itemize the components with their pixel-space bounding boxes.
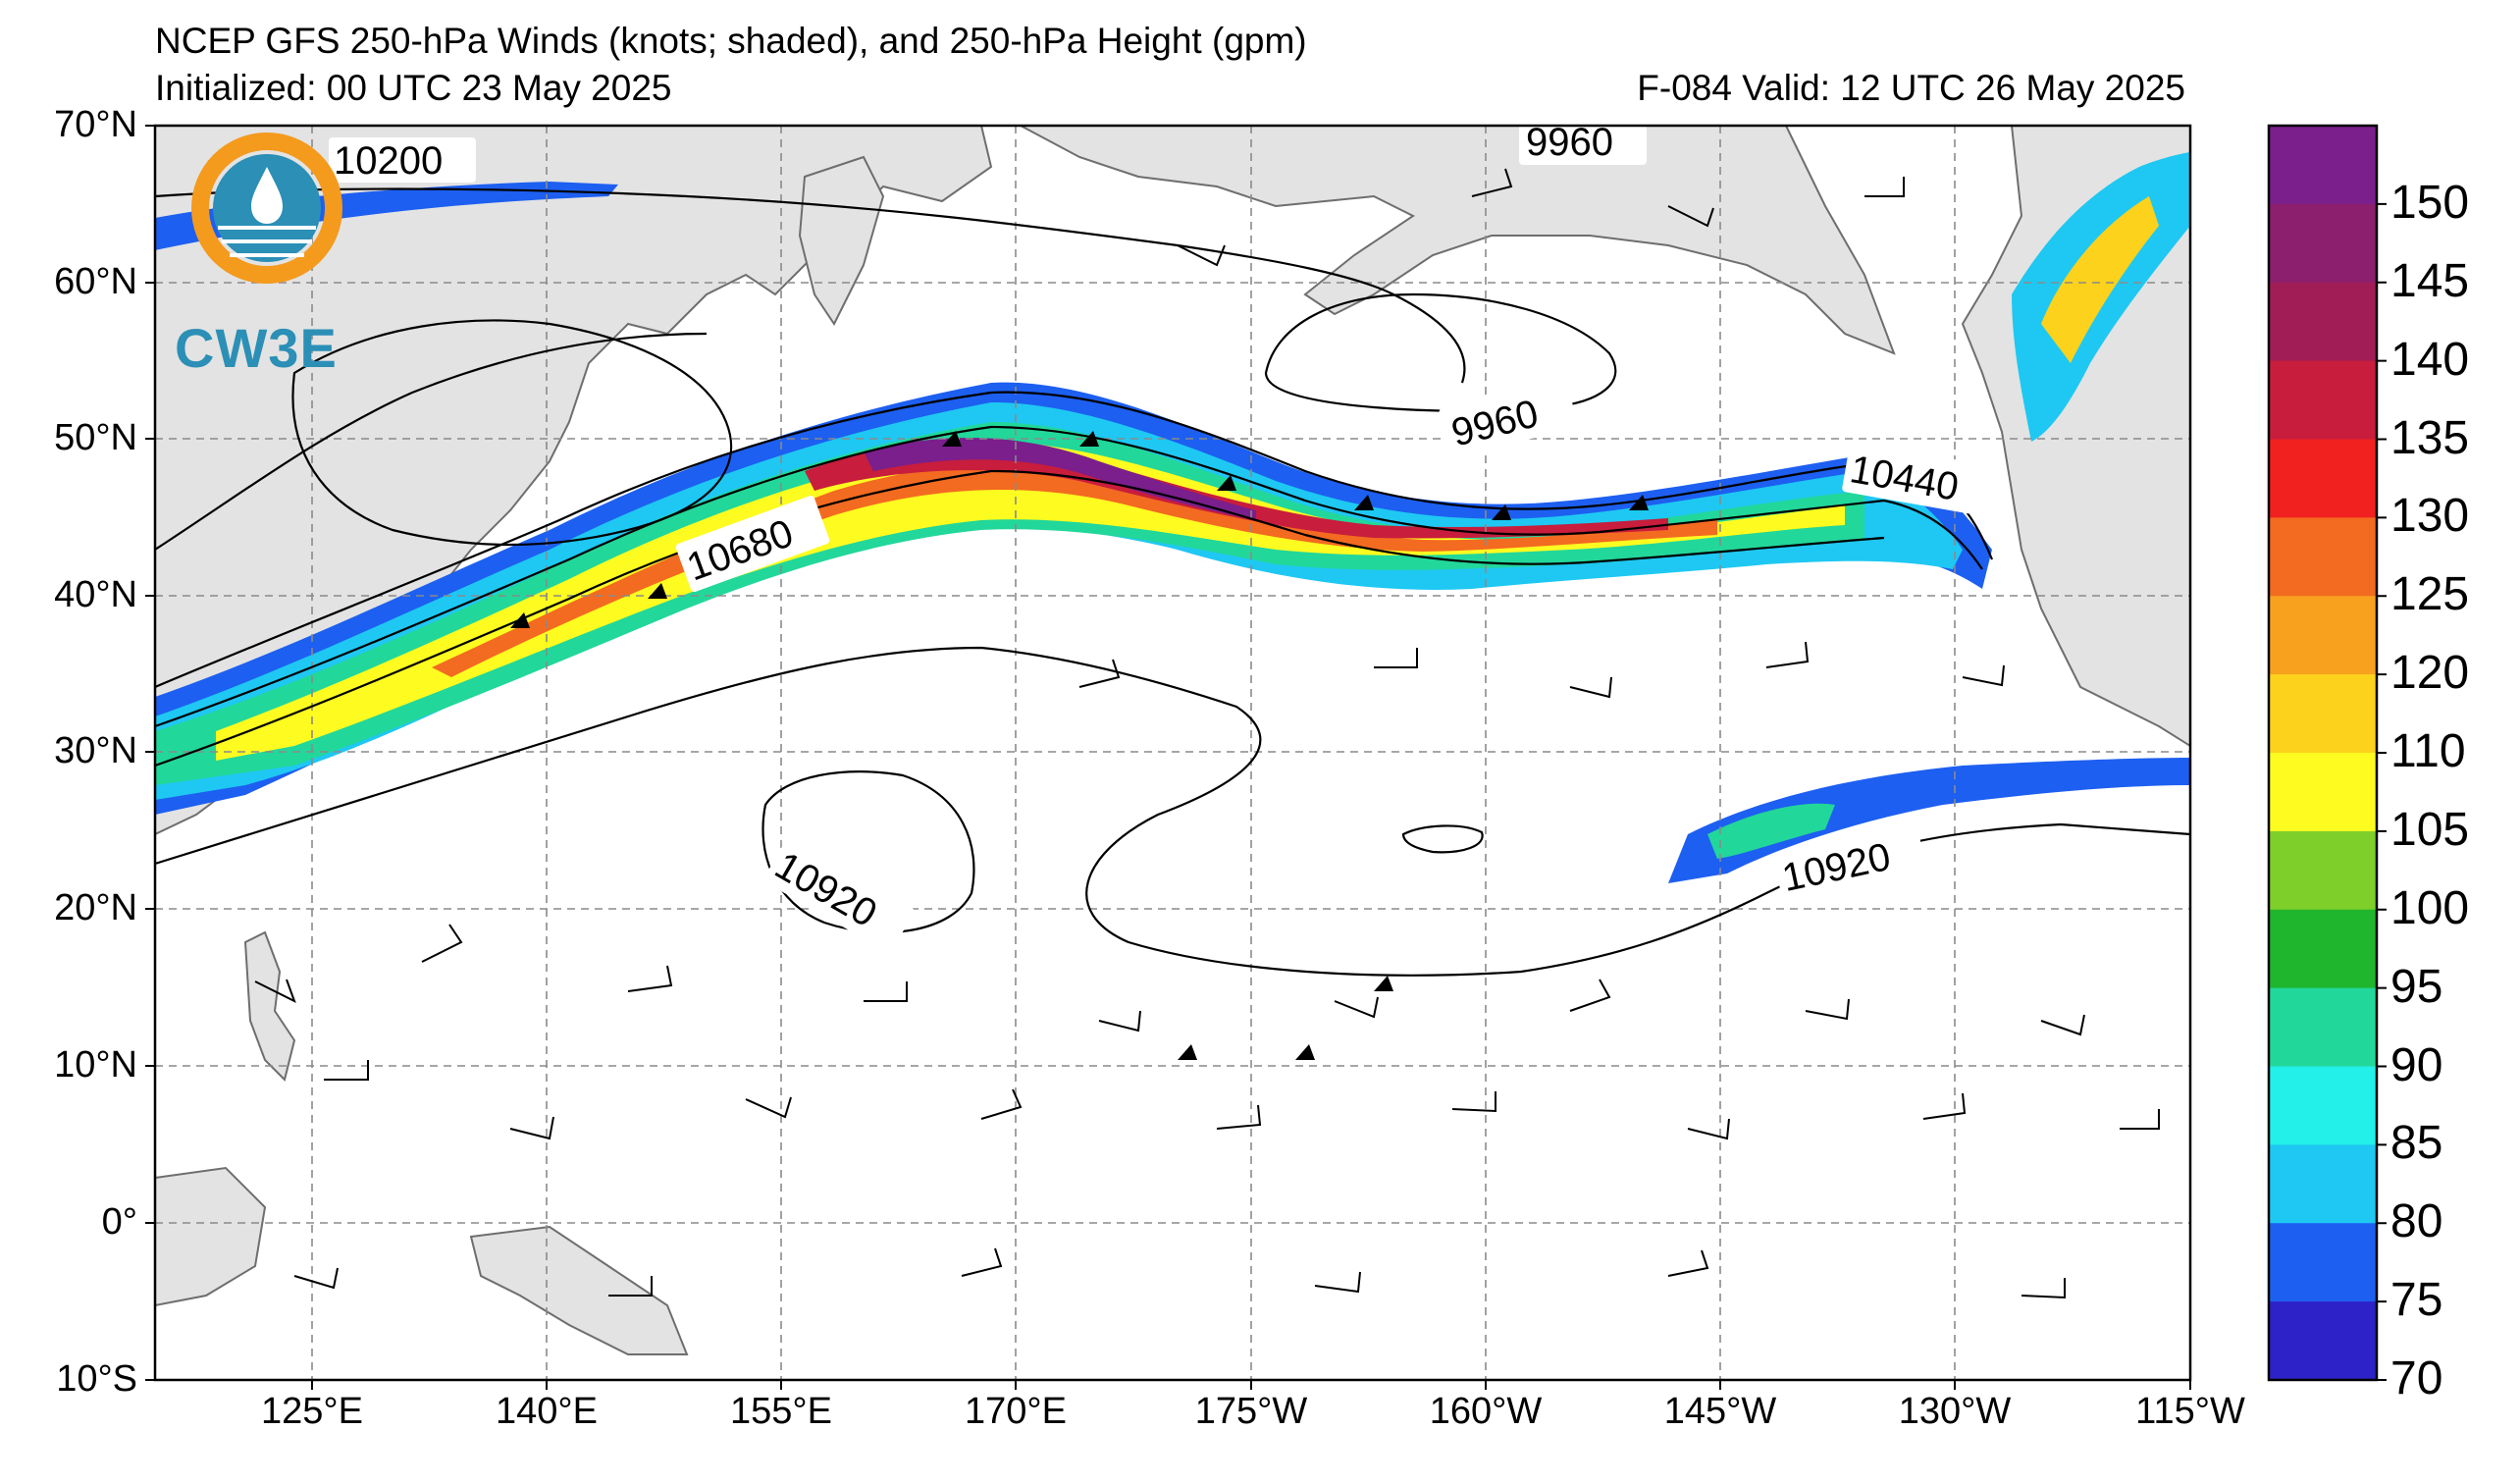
colorbar-swatch xyxy=(2269,909,2377,989)
lat-label-70n: 70°N xyxy=(54,104,137,145)
lat-label-10n: 10°N xyxy=(54,1044,137,1086)
colorbar-swatch xyxy=(2269,203,2377,284)
colorbar-swatch xyxy=(2269,674,2377,754)
borneo-land xyxy=(155,1166,267,1307)
colorbar-swatch xyxy=(2269,830,2377,911)
colorbar-swatch xyxy=(2269,126,2377,205)
colorbar-tick-label: 80 xyxy=(2390,1195,2443,1248)
contour-label-9960-top: 9960 xyxy=(1526,121,1613,164)
cw3e-logo xyxy=(191,132,342,284)
colorbar-tick-label: 140 xyxy=(2390,333,2470,386)
colorbar-swatch xyxy=(2269,517,2377,597)
colorbar-tick-label: 120 xyxy=(2390,647,2470,700)
logo-text: CW3E xyxy=(175,317,338,379)
colorbar-tick-label: 90 xyxy=(2390,1038,2443,1091)
map-area: 10200 9960 9960 10680 10440 10920 10920 xyxy=(155,121,2190,1380)
colorbar-swatch xyxy=(2269,360,2377,440)
lon-label-145w: 145°W xyxy=(1663,1391,1777,1432)
subtropical-jet-shading xyxy=(1668,758,2190,883)
colorbar-swatch xyxy=(2269,1223,2377,1302)
graticule xyxy=(155,126,2190,1380)
lon-label-130w: 130°W xyxy=(1898,1391,2012,1432)
colorbar-tick-label: 130 xyxy=(2390,490,2470,543)
colorbar-tick-label: 105 xyxy=(2390,803,2470,856)
colorbar-tick-label: 75 xyxy=(2390,1274,2443,1327)
colorbar-swatch xyxy=(2269,1144,2377,1224)
lon-label-125e: 125°E xyxy=(261,1391,363,1432)
lat-label-50n: 50°N xyxy=(54,417,137,458)
lat-label-20n: 20°N xyxy=(54,887,137,928)
lat-label-40n: 40°N xyxy=(54,574,137,615)
lon-label-160w: 160°W xyxy=(1429,1391,1543,1432)
colorbar-tick-label: 145 xyxy=(2390,254,2470,307)
colorbar-swatch xyxy=(2269,596,2377,675)
lon-label-155e: 155°E xyxy=(730,1391,832,1432)
colorbar-tick-label: 110 xyxy=(2390,725,2466,777)
logo-ring xyxy=(191,132,342,284)
new-guinea-land xyxy=(469,1225,689,1355)
axis-ticks xyxy=(145,125,2191,1390)
alaska-land xyxy=(1020,126,1896,355)
colorbar-swatch xyxy=(2269,987,2377,1067)
droplet-icon xyxy=(251,167,283,224)
colorbar-swatch xyxy=(2269,439,2377,518)
colorbar-tick-label: 100 xyxy=(2390,881,2470,934)
subtropical-jet-core xyxy=(1707,803,1835,859)
colorbar xyxy=(2269,126,2387,1381)
colorbar-frame xyxy=(2267,124,2379,1382)
height-contours xyxy=(155,187,2190,977)
lon-label-115w: 115°W xyxy=(2135,1391,2245,1432)
colorbar-swatch xyxy=(2269,1066,2377,1145)
jet-stream-shading xyxy=(155,152,2190,883)
colorbar-tick-label: 125 xyxy=(2390,568,2470,621)
jet-band-150 xyxy=(864,438,1256,520)
jet-band-110 xyxy=(216,442,1845,761)
colorbar-tick-label: 135 xyxy=(2390,411,2470,464)
colorbar-swatch xyxy=(2269,1301,2377,1381)
siberia-jet-shading xyxy=(155,182,618,250)
colorbar-tick-label: 85 xyxy=(2390,1117,2443,1170)
canada-jet-core xyxy=(2041,196,2159,363)
lat-label-10s: 10°S xyxy=(56,1358,137,1400)
lon-label-140e: 140°E xyxy=(496,1391,598,1432)
philippines-land xyxy=(243,930,296,1082)
lat-label-30n: 30°N xyxy=(54,730,137,771)
pennant-barbs xyxy=(510,431,1649,1060)
colorbar-swatch xyxy=(2269,753,2377,832)
colorbar-tick-label: 95 xyxy=(2390,960,2443,1013)
lat-label-equator: 0° xyxy=(101,1201,137,1243)
contour-label-10200: 10200 xyxy=(334,139,443,183)
map-title-text: NCEP GFS 250-hPa Winds (knots; shaded), … xyxy=(155,21,1307,61)
logo-waves xyxy=(218,226,316,257)
lon-label-170e: 170°E xyxy=(965,1391,1067,1432)
wind-barbs xyxy=(254,168,2160,1299)
colorbar-tick-label: 70 xyxy=(2390,1352,2443,1404)
colorbar-swatch xyxy=(2269,282,2377,362)
valid-time-label: F-084 Valid: 12 UTC 26 May 2025 xyxy=(1637,68,2185,108)
colorbar-tick-label: 150 xyxy=(2390,176,2470,229)
lon-label-175w: 175°W xyxy=(1194,1391,1308,1432)
contour-label-bg xyxy=(329,126,1995,953)
jet-band-135 xyxy=(805,442,1668,539)
initialized-label: Initialized: 00 UTC 23 May 2025 xyxy=(155,68,672,108)
lat-label-60n: 60°N xyxy=(54,261,137,302)
